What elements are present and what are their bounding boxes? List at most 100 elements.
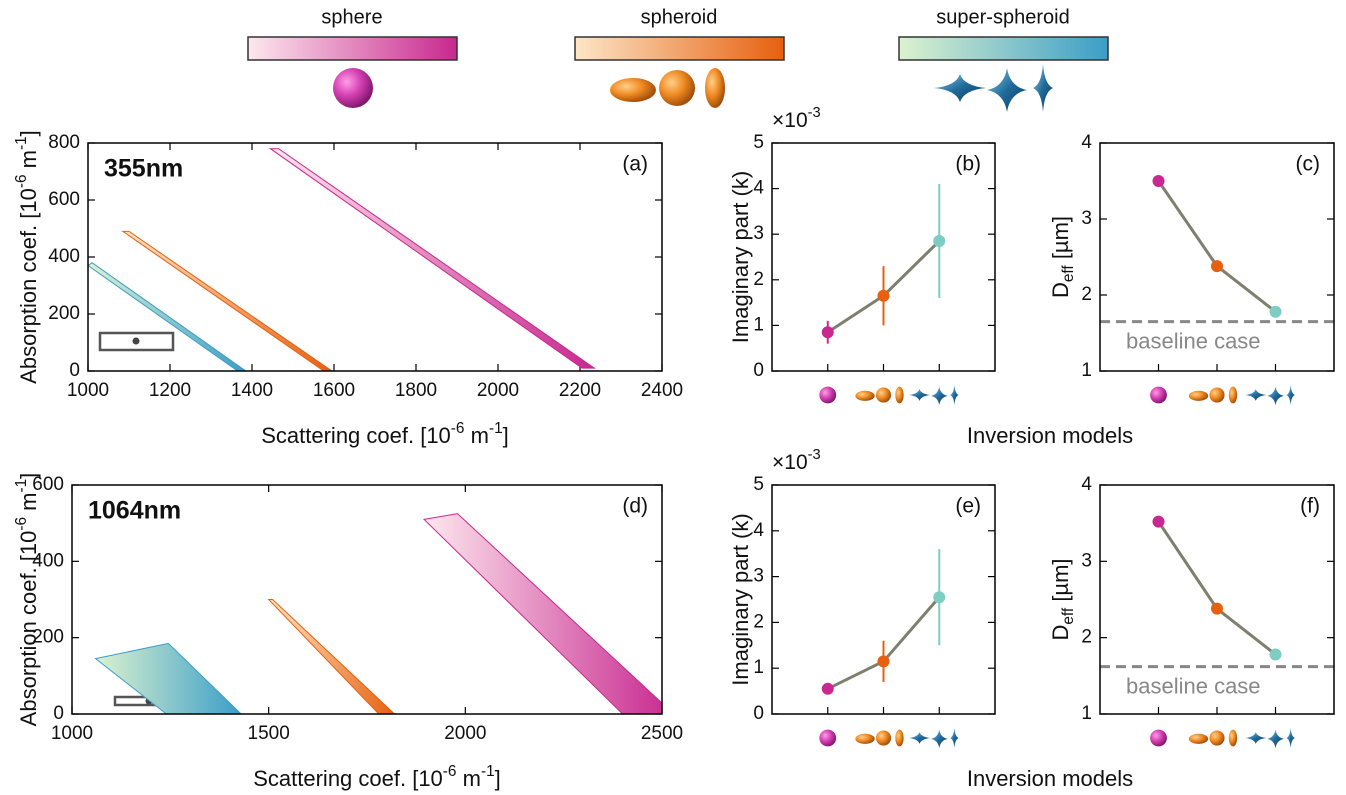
y-axis-label: Deff [µm] xyxy=(1048,216,1077,298)
x-tick-label: 1800 xyxy=(395,380,437,401)
super-spheroid-icon xyxy=(987,68,1027,112)
point xyxy=(877,289,890,302)
panel-label: (b) xyxy=(955,153,981,176)
y-tick-label: 0 xyxy=(753,360,764,381)
baseline-label: baseline case xyxy=(1126,328,1261,353)
plot-frame xyxy=(771,142,996,372)
spheroid-icon xyxy=(875,387,892,403)
retrieval-band xyxy=(88,262,247,371)
y-axis-label: Imaginary part (k) xyxy=(728,171,753,343)
super-spheroid-icon xyxy=(934,74,986,102)
x-axis-label: Inversion models xyxy=(967,766,1133,791)
y-tick-label: 200 xyxy=(32,627,64,648)
panel-label: (e) xyxy=(955,495,981,518)
point xyxy=(1211,602,1223,615)
inset-box-a xyxy=(98,331,175,352)
x-axis-label-part: Inversion models xyxy=(967,766,1133,791)
y-tick-label: 0 xyxy=(69,360,80,381)
plot-frame xyxy=(771,484,996,715)
y-axis-label-part: Imaginary part (k) xyxy=(728,171,753,343)
y-tick-label: 1 xyxy=(753,314,764,335)
y-tick-label: 2 xyxy=(1081,284,1092,305)
x-tick-label: 1000 xyxy=(67,380,109,401)
sphere-icon xyxy=(819,386,837,404)
x-axis-label: Inversion models xyxy=(967,423,1133,448)
y-tick-label: 0 xyxy=(753,703,764,724)
x-tick-label: 2000 xyxy=(477,380,519,401)
spheroid-icon xyxy=(895,729,904,747)
spheroid-icon xyxy=(659,70,695,106)
y-axis-label-part: m xyxy=(16,150,41,174)
x-axis-label-part: Inversion models xyxy=(967,423,1133,448)
x-axis-label-part: Scattering coef. [10 xyxy=(253,766,443,791)
x-axis-label-part: ] xyxy=(495,766,501,791)
y-axis-label-part: [µm] xyxy=(1048,558,1073,607)
x-tick-label: 1200 xyxy=(149,380,191,401)
plot-frame xyxy=(71,484,663,715)
super-spheroid-icon xyxy=(1033,64,1053,112)
super-spheroid-icon xyxy=(1267,386,1284,406)
y-axis-label-part: ] xyxy=(16,130,41,136)
y-axis-label-part: ] xyxy=(16,473,41,479)
spheroid-icon xyxy=(705,68,725,108)
y-tick-label: 400 xyxy=(48,246,80,267)
point xyxy=(1211,260,1223,273)
y-axis-label: Absorption coef. [10-6 m-1] xyxy=(13,473,41,727)
y-tick-label: 2 xyxy=(1081,627,1092,648)
super-spheroid-icon xyxy=(930,729,948,749)
retrieval-band xyxy=(121,230,333,371)
y-axis-label-part: m xyxy=(16,492,41,516)
retrieval-band xyxy=(422,513,662,714)
spheroid-icon xyxy=(855,733,875,744)
x-axis-label: Scattering coef. [10-6 m-1] xyxy=(253,763,501,791)
spheroid-icon xyxy=(1188,733,1209,744)
wavelength-tag: 355nm xyxy=(104,155,183,183)
legend-label: super-spheroid xyxy=(936,6,1069,28)
y-axis-label-part: Absorption coef. [10 xyxy=(16,531,41,727)
super-spheroid-icon xyxy=(908,389,931,401)
sphere-icon xyxy=(1150,386,1167,404)
x-tick-label: 1600 xyxy=(313,380,355,401)
x-axis-label-part: -1 xyxy=(481,763,495,780)
point xyxy=(821,326,834,339)
spheroid-icon xyxy=(895,386,904,404)
wavelength-tag: 1064nm xyxy=(88,497,181,525)
axis-multiplier: ×10-3 xyxy=(772,447,821,474)
y-tick-label: 2 xyxy=(753,269,764,290)
y-tick-label: 800 xyxy=(48,132,80,153)
y-tick-label: 1 xyxy=(1081,703,1092,724)
x-tick-label: 2000 xyxy=(444,723,486,744)
point xyxy=(933,591,946,604)
trend-line xyxy=(1157,180,1277,313)
point xyxy=(1152,175,1165,187)
spheroid-icon xyxy=(1228,729,1238,747)
super-spheroid-icon xyxy=(908,732,931,744)
spheroid-icon xyxy=(1228,386,1238,404)
y-axis-label: Absorption coef. [10-6 m-1] xyxy=(13,130,41,384)
y-tick-label: 3 xyxy=(753,223,764,244)
axis-multiplier-part: -3 xyxy=(808,447,821,463)
sphere-icon xyxy=(333,68,373,108)
y-tick-label: 200 xyxy=(48,303,80,324)
spheroid-icon xyxy=(875,730,892,746)
point xyxy=(821,682,834,695)
axis-multiplier-part: -3 xyxy=(808,105,821,121)
y-axis-label-part: D xyxy=(1048,625,1073,641)
y-axis-label-part: Absorption coef. [10 xyxy=(16,188,41,384)
axis-multiplier: ×10-3 xyxy=(772,105,821,132)
sphere-icon xyxy=(819,729,837,747)
y-axis-label-part: eff xyxy=(1060,607,1077,625)
y-axis-label-part: D xyxy=(1048,282,1073,298)
y-tick-label: 3 xyxy=(753,566,764,587)
point xyxy=(1152,515,1165,528)
x-tick-label: 2500 xyxy=(641,723,683,744)
y-tick-label: 4 xyxy=(1081,474,1092,495)
y-axis-label-part: -6 xyxy=(13,174,30,188)
sphere-icon xyxy=(1150,729,1167,747)
y-tick-label: 3 xyxy=(1081,550,1092,571)
x-axis-label-part: ] xyxy=(503,423,509,448)
retrieval-band xyxy=(267,599,396,714)
colorbar xyxy=(574,36,785,61)
y-tick-label: 5 xyxy=(753,132,764,153)
